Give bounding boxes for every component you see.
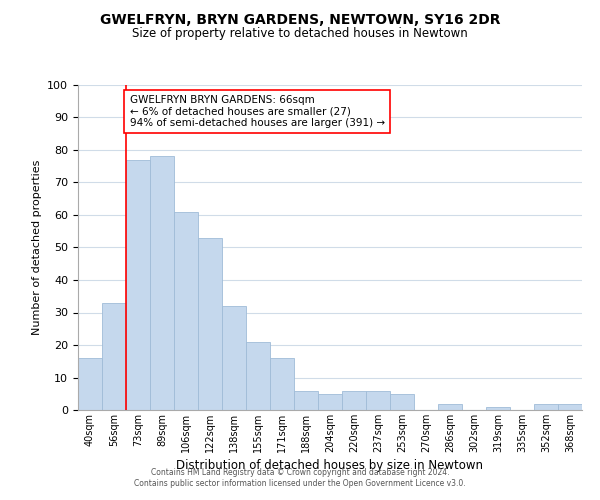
Bar: [198, 238, 222, 410]
Text: Size of property relative to detached houses in Newtown: Size of property relative to detached ho…: [132, 28, 468, 40]
Bar: [222, 306, 246, 410]
Bar: [534, 404, 558, 410]
Bar: [102, 302, 126, 410]
Bar: [558, 404, 582, 410]
Text: GWELFRYN BRYN GARDENS: 66sqm
← 6% of detached houses are smaller (27)
94% of sem: GWELFRYN BRYN GARDENS: 66sqm ← 6% of det…: [130, 94, 385, 128]
X-axis label: Distribution of detached houses by size in Newtown: Distribution of detached houses by size …: [176, 459, 484, 472]
Bar: [294, 390, 318, 410]
Bar: [318, 394, 342, 410]
Bar: [390, 394, 414, 410]
Bar: [342, 390, 366, 410]
Text: Contains HM Land Registry data © Crown copyright and database right 2024.
Contai: Contains HM Land Registry data © Crown c…: [134, 468, 466, 487]
Text: GWELFRYN, BRYN GARDENS, NEWTOWN, SY16 2DR: GWELFRYN, BRYN GARDENS, NEWTOWN, SY16 2D…: [100, 12, 500, 26]
Bar: [174, 212, 198, 410]
Bar: [270, 358, 294, 410]
Bar: [486, 407, 510, 410]
Bar: [366, 390, 390, 410]
Bar: [78, 358, 102, 410]
Bar: [150, 156, 174, 410]
Bar: [126, 160, 150, 410]
Bar: [246, 342, 270, 410]
Bar: [438, 404, 462, 410]
Y-axis label: Number of detached properties: Number of detached properties: [32, 160, 42, 335]
